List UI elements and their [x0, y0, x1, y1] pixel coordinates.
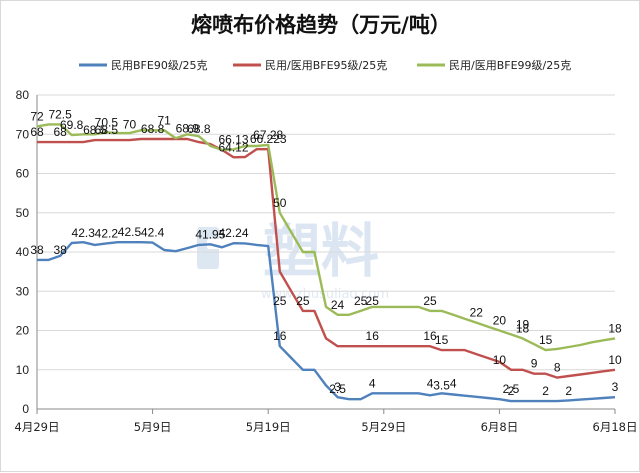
data-label-s1: 4 [369, 376, 376, 390]
data-label-s1: 3 [612, 380, 619, 394]
legend-label-1: 民用BFE90级/25克 [111, 59, 208, 72]
data-label-s2: 25 [273, 294, 287, 308]
data-label-s3: 25 [366, 294, 380, 308]
y-tick-label: 50 [16, 206, 30, 220]
series-line-2 [37, 137, 616, 379]
data-label-s2: 2.5 [329, 382, 346, 396]
y-tick-label: 80 [16, 88, 30, 102]
y-tick-label: 30 [16, 284, 30, 298]
data-label-s1: 42.5 [118, 225, 142, 239]
data-label-s2: 10 [608, 353, 622, 367]
data-label-s3: 25 [423, 294, 437, 308]
data-label-s3: 25 [354, 294, 368, 308]
y-tick-label: 20 [16, 324, 30, 338]
data-label-s2: 2.5 [503, 382, 520, 396]
data-label-s3: 19 [516, 317, 530, 331]
data-label-s3: 68.9 [176, 122, 200, 136]
data-label-s3: 66.13 [219, 132, 249, 146]
data-label-s3: 50 [273, 196, 287, 210]
data-label-s1: 4 [427, 376, 434, 390]
data-label-s3: 24 [331, 298, 345, 312]
y-tick-label: 40 [16, 245, 30, 259]
chart-title: 熔喷布价格趋势（万元/吨） [191, 13, 451, 37]
data-label-s2: 2 [542, 384, 549, 398]
data-label-s2: 15 [435, 333, 449, 347]
data-label-s3: 71 [157, 113, 171, 127]
data-label-s1: 38 [30, 243, 44, 257]
data-label-s1: 3.5 [433, 378, 450, 392]
data-label-s2: 68.8 [187, 122, 211, 136]
data-label-s3: 15 [539, 333, 553, 347]
y-tick-label: 0 [22, 402, 29, 416]
series-line-1 [37, 241, 616, 403]
x-tick-label: 5月29日 [361, 420, 406, 434]
data-label-s2: 64.12 [219, 140, 249, 154]
data-label-s2: 16 [366, 329, 380, 343]
x-tick-label: 6月8日 [481, 420, 519, 434]
gridlines [37, 94, 615, 371]
data-label-s2: 68 [53, 125, 67, 139]
data-label-s3: 20 [493, 314, 507, 328]
data-label-s2: 68.8 [141, 122, 165, 136]
data-label-s1: 42.2 [95, 226, 119, 240]
data-label-s1: 38 [53, 243, 67, 257]
data-label-s2: 16 [423, 329, 437, 343]
legend-label-2: 民用/医用BFE95级/25克 [265, 59, 387, 72]
series-lines [36, 123, 616, 403]
x-axis: 4月29日 5月9日 5月19日 5月29日 6月8日 6月18日 [15, 95, 638, 434]
data-label-s1: 4 [450, 376, 457, 390]
data-label-s1: 42.3 [72, 226, 96, 240]
data-label-s1: 42.4 [141, 226, 165, 240]
y-tick-label: 70 [16, 127, 30, 141]
data-label-s3: 69.8 [60, 118, 84, 132]
x-tick-label: 5月19日 [246, 420, 291, 434]
x-tick-label: 4月29日 [15, 420, 60, 434]
data-label-s2: 66.223 [250, 132, 287, 146]
data-label-s3: 18 [608, 321, 622, 335]
data-label-s2: 25 [296, 294, 310, 308]
data-label-s2: 2 [565, 384, 572, 398]
data-label-s3: 70 [123, 117, 137, 131]
data-label-s2: 9 [531, 357, 538, 371]
data-label-s2: 68 [30, 125, 44, 139]
data-label-s1: 2 [508, 384, 515, 398]
data-label-s3: 18 [516, 321, 530, 335]
y-axis: 0 10 20 30 40 50 60 70 80 [16, 88, 30, 416]
x-tick-label: 6月18日 [593, 420, 638, 434]
data-label-s2: 68.5 [95, 123, 119, 137]
data-label-s1: 42.24 [219, 226, 249, 240]
data-label-s3: 70.5 [95, 115, 119, 129]
y-tick-label: 10 [16, 363, 30, 377]
data-label-s2: 8 [554, 361, 561, 375]
data-label-s1: 3 [334, 380, 341, 394]
data-label-s3: 22 [470, 306, 484, 320]
data-label-s3: 72.5 [48, 107, 72, 121]
legend: 民用BFE90级/25克 民用/医用BFE95级/25克 民用/医用BFE99级/2… [79, 59, 571, 72]
data-label-s3: 67.28 [253, 128, 283, 142]
y-tick-label: 60 [16, 167, 30, 181]
legend-label-3: 民用/医用BFE99级/25克 [449, 59, 571, 72]
data-label-s3: 72 [30, 109, 44, 123]
data-label-s1: 16 [273, 329, 287, 343]
x-tick-label: 5月9日 [134, 420, 172, 434]
data-label-s1: 41.95 [195, 227, 225, 241]
series-line-3 [36, 123, 616, 352]
data-label-s2: 10 [493, 353, 507, 367]
data-label-s2: 68.5 [83, 123, 107, 137]
